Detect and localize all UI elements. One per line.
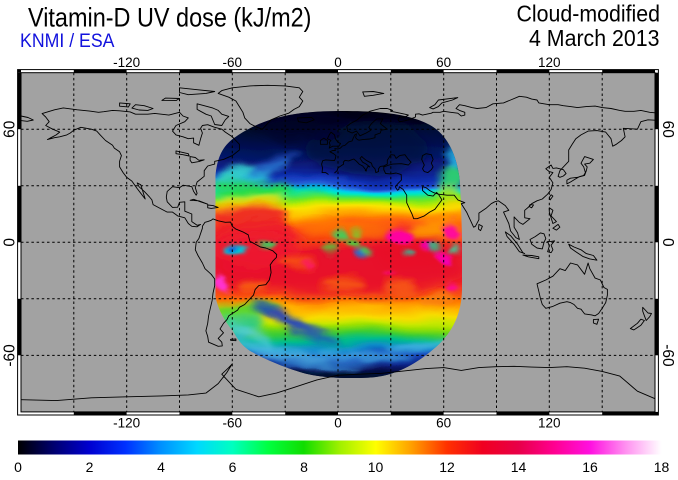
svg-text:6: 6 <box>229 459 237 475</box>
svg-text:120: 120 <box>538 416 561 431</box>
svg-text:10: 10 <box>368 459 384 475</box>
svg-text:16: 16 <box>582 459 598 475</box>
svg-text:0: 0 <box>14 459 22 475</box>
svg-text:KNMI / ESA: KNMI / ESA <box>20 30 115 52</box>
svg-text:0: 0 <box>334 416 342 431</box>
svg-text:Vitamin-D UV dose (kJ/m2): Vitamin-D UV dose (kJ/m2) <box>28 2 312 32</box>
svg-text:12: 12 <box>439 459 455 475</box>
svg-text:120: 120 <box>538 55 561 70</box>
svg-text:0: 0 <box>334 55 342 70</box>
svg-text:8: 8 <box>300 459 308 475</box>
svg-text:60: 60 <box>436 416 451 431</box>
svg-text:-120: -120 <box>113 416 140 431</box>
svg-text:4 March 2013: 4 March 2013 <box>529 25 660 51</box>
svg-text:2: 2 <box>86 459 94 475</box>
svg-text:-60: -60 <box>2 344 19 367</box>
svg-text:-120: -120 <box>113 55 140 70</box>
svg-text:60: 60 <box>659 121 676 139</box>
svg-text:4: 4 <box>157 459 165 475</box>
svg-text:60: 60 <box>436 55 451 70</box>
svg-text:60: 60 <box>2 120 19 138</box>
svg-text:14: 14 <box>511 459 527 475</box>
svg-text:0: 0 <box>659 238 676 247</box>
svg-text:-60: -60 <box>659 344 676 367</box>
svg-text:-60: -60 <box>223 416 243 431</box>
svg-text:0: 0 <box>2 238 19 247</box>
svg-text:18: 18 <box>654 459 670 475</box>
svg-text:-60: -60 <box>223 55 243 70</box>
svg-text:Cloud-modified: Cloud-modified <box>517 1 661 27</box>
